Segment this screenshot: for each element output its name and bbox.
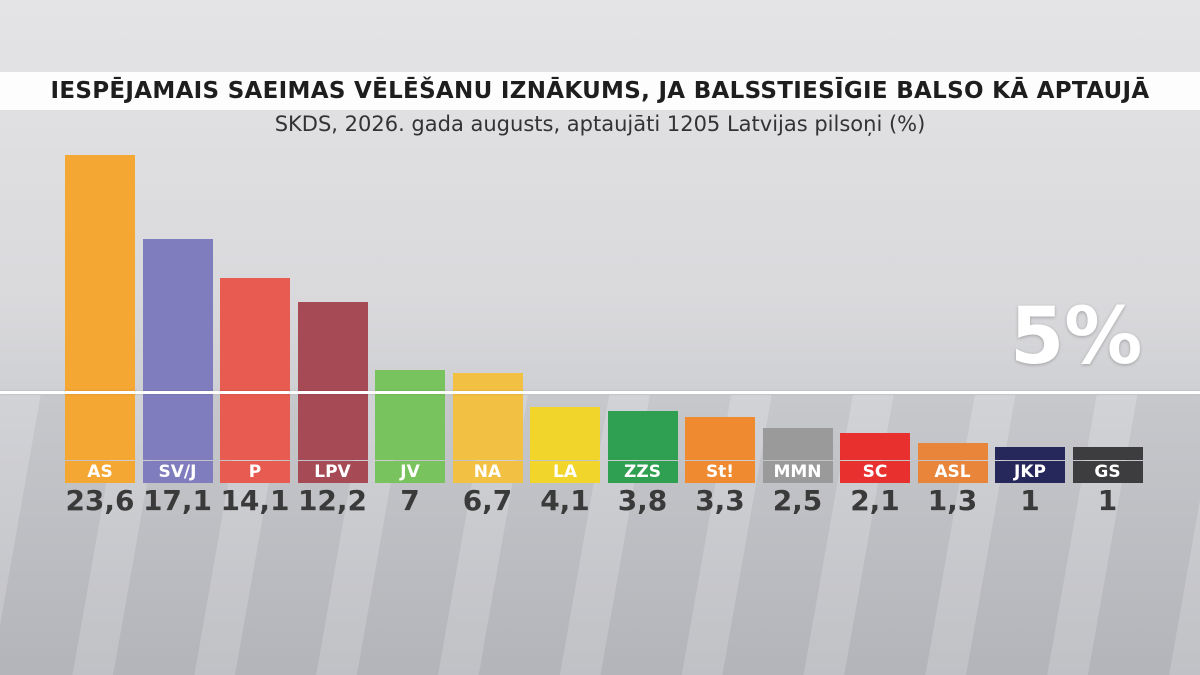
bar-p	[220, 277, 290, 460]
party-value-label: 1	[1020, 483, 1040, 517]
party-label: JKP	[995, 461, 1065, 483]
party-value-label: 2,5	[772, 483, 823, 517]
party-value-label: 7	[400, 483, 420, 517]
party-value-label: 3,3	[695, 483, 745, 517]
chart-title: IESPĒJAMAIS SAEIMAS VĒLĒŠANU IZNĀKUMS, J…	[50, 78, 1150, 104]
party-label: ASL	[917, 461, 988, 483]
party-value-label: 17,1	[142, 483, 213, 517]
party-value-label: 3,8	[617, 483, 668, 517]
party-value-label: 4,1	[540, 483, 590, 517]
bar-svj	[142, 239, 213, 460]
bar-as	[65, 155, 135, 460]
bar-asl	[917, 443, 988, 460]
chart-subtitle: SKDS, 2026. gada augusts, aptaujāti 1205…	[274, 112, 926, 136]
party-value-label: 2,1	[850, 483, 900, 517]
threshold-label: 5%	[1010, 292, 1143, 382]
bar-lpv	[297, 302, 368, 460]
party-label: ZZS	[607, 461, 678, 483]
party-value-label: 6,7	[462, 483, 513, 517]
party-value-label: 1	[1097, 483, 1118, 517]
party-label: LA	[530, 461, 600, 483]
bar-na	[452, 373, 523, 460]
bar-zzs	[607, 410, 678, 460]
party-value-label: 14,1	[220, 483, 290, 517]
party-value-label: 12,2	[297, 483, 368, 517]
party-label: GS	[1072, 461, 1143, 483]
party-value-label: 23,6	[65, 483, 135, 517]
title-band: IESPĒJAMAIS SAEIMAS VĒLĒŠANU IZNĀKUMS, J…	[0, 72, 1200, 110]
party-label: JV	[375, 461, 445, 483]
bar-la	[530, 407, 600, 460]
bar-sc	[840, 432, 910, 460]
party-label: P	[220, 461, 290, 483]
bar-jv	[375, 369, 445, 460]
party-label: SV/J	[142, 461, 213, 483]
bar-gs	[1072, 447, 1143, 460]
party-label: SC	[840, 461, 910, 483]
bar-mmn	[762, 427, 833, 460]
party-label: St!	[685, 461, 755, 483]
party-label: MMN	[762, 461, 833, 483]
threshold-line	[0, 391, 1200, 394]
bar-st	[685, 417, 755, 460]
party-label: LPV	[297, 461, 368, 483]
party-value-label: 1,3	[927, 483, 978, 517]
party-label: NA	[452, 461, 523, 483]
bar-jkp	[995, 447, 1065, 460]
party-label: AS	[65, 461, 135, 483]
